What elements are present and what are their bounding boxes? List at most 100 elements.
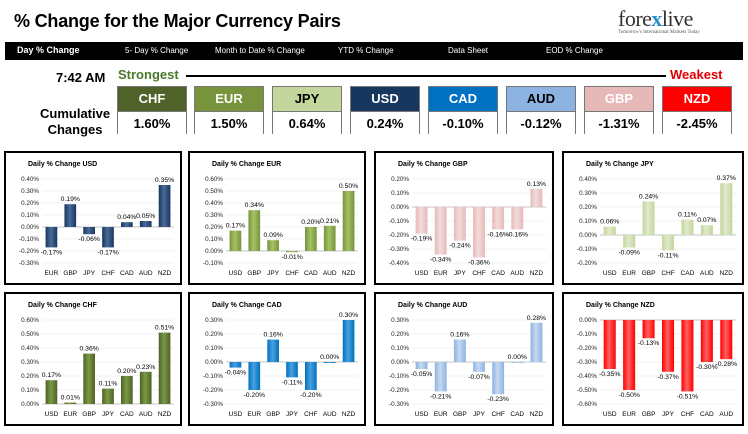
y-tick-label: 0.40% [205, 200, 223, 207]
currency-card-cad: CAD -0.10% [428, 86, 498, 134]
x-tick-label: USD [603, 411, 617, 418]
bar-nzd [530, 322, 543, 362]
data-label: 0.20% [117, 368, 136, 375]
chart-chf: Daily % Change CHF 0.60% 0.50% 0.40% 0.30% 0.… [4, 292, 182, 426]
y-tick-label: -0.10% [203, 373, 223, 380]
data-label: 0.30% [339, 312, 358, 319]
currency-card-usd: USD 0.24% [350, 86, 420, 134]
y-tick-label: -0.20% [577, 260, 597, 267]
y-tick-label: 0.40% [21, 176, 39, 183]
y-tick-label: -0.10% [19, 236, 39, 243]
chart-usd: Daily % Change USD 0.40% 0.30% 0.20% 0.10% 0.… [4, 151, 182, 285]
tab-ytd-change[interactable]: YTD % Change [338, 46, 394, 55]
y-tick-label: 0.20% [21, 200, 39, 207]
chart-plot: 0.40% 0.30% 0.20% 0.10% 0.00% -0.10% -0.20% 0.0… [577, 175, 736, 277]
x-tick-label: NZD [342, 270, 356, 277]
bar-usd [603, 226, 616, 235]
data-label: 0.17% [42, 372, 61, 379]
chart-plot: 0.20% 0.10% 0.00% -0.10% -0.20% -0.30% -0.40% -… [389, 176, 546, 277]
y-tick-label: 0.20% [21, 373, 39, 380]
currency-name: USD [351, 87, 419, 111]
data-label: 0.35% [155, 177, 174, 184]
x-tick-label: USD [229, 270, 243, 277]
chart-title: Daily % Change GBP [398, 161, 468, 168]
x-tick-label: CAD [120, 411, 134, 418]
bar-chf [492, 362, 505, 395]
forexlive-logo: forexlive Tomorrow's International Marke… [618, 6, 700, 35]
y-tick-label: 0.00% [21, 224, 39, 231]
data-label: 0.20% [301, 219, 320, 226]
y-tick-label: 0.20% [391, 331, 409, 338]
data-label: -0.11% [281, 379, 302, 386]
chart-nzd: Daily % Change NZD 0.00% -0.10% -0.20% -0.30… [562, 292, 744, 426]
bar-eur [434, 207, 447, 255]
page-title: % Change for the Major Currency Pairs [14, 11, 341, 31]
bar-chf [102, 227, 114, 248]
tab-day-change[interactable]: Day % Change [17, 45, 80, 55]
currency-card-nzd: NZD -2.45% [662, 86, 732, 134]
bar-gbp [267, 339, 279, 362]
data-label: -0.28% [716, 361, 738, 368]
bar-chf [661, 235, 675, 251]
tab-month-to-date-change[interactable]: Month to Date % Change [215, 46, 305, 55]
x-tick-label: CHF [681, 411, 694, 418]
data-label: 0.11% [678, 212, 697, 219]
y-tick-label: 0.10% [579, 218, 597, 225]
y-tick-label: -0.10% [577, 246, 597, 253]
data-label: -0.04% [225, 370, 247, 377]
x-tick-label: CAD [510, 411, 524, 418]
y-tick-label: -0.50% [577, 387, 597, 394]
y-tick-label: 0.30% [579, 190, 597, 197]
y-tick-label: 0.10% [21, 387, 39, 394]
y-tick-label: 0.20% [579, 204, 597, 211]
bar-aud [511, 207, 524, 230]
x-tick-label: GBP [82, 411, 96, 418]
data-label: -0.19% [411, 236, 433, 243]
x-tick-label: JPY [662, 411, 675, 418]
x-tick-label: CHF [101, 270, 114, 277]
currency-name: CHF [118, 87, 186, 111]
bar-usd [229, 362, 242, 368]
y-tick-label: -0.30% [19, 260, 39, 267]
chart-gbp: Daily % Change GBP 0.20% 0.10% 0.00% -0.10% -… [374, 151, 554, 285]
currency-name: GBP [585, 87, 653, 111]
data-label: -0.51% [677, 393, 699, 400]
data-label: 0.01% [61, 395, 80, 402]
x-tick-label: CAD [304, 270, 318, 277]
y-tick-label: 0.10% [21, 212, 39, 219]
tab-eod-change[interactable]: EOD % Change [546, 46, 603, 55]
y-tick-label: -0.60% [577, 401, 597, 408]
bar-gbp [642, 201, 655, 235]
bar-eur [45, 227, 58, 248]
tab-5-day-change[interactable]: 5- Day % Change [125, 46, 189, 55]
y-tick-label: 0.20% [391, 176, 409, 183]
chart-cad: Daily % Change CAD 0.30% 0.20% 0.10% 0.00% -0… [188, 292, 366, 426]
data-label: -0.20% [244, 392, 266, 399]
bar-chf [305, 362, 317, 390]
data-label: -0.01% [281, 254, 303, 261]
chart-jpy: Daily % Change JPY 0.40% 0.30% 0.20% 0.10% 0.… [562, 151, 744, 285]
bar-aud [720, 320, 733, 360]
chart-plot: 0.60% 0.50% 0.40% 0.30% 0.20% 0.10% 0.00% 0.17%… [21, 317, 174, 418]
x-tick-label: NZD [720, 270, 734, 277]
y-tick-label: 0.20% [205, 331, 223, 338]
x-tick-label: EUR [63, 411, 77, 418]
y-tick-label: 0.00% [391, 204, 409, 211]
data-label: -0.06% [78, 236, 100, 243]
bar-jpy [286, 362, 298, 378]
bar-gbp [64, 204, 77, 227]
bar-cad [305, 227, 317, 251]
x-tick-label: NZD [530, 270, 544, 277]
bar-eur [64, 402, 77, 404]
x-tick-label: NZD [342, 411, 356, 418]
y-tick-label: 0.60% [21, 317, 39, 324]
currency-name: AUD [507, 87, 575, 111]
x-tick-label: CAD [491, 270, 505, 277]
currency-value: 0.24% [351, 111, 419, 134]
tab-data-sheet[interactable]: Data Sheet [448, 46, 489, 55]
y-tick-label: 0.10% [205, 236, 223, 243]
bar-gbp [248, 210, 261, 251]
data-label: -0.16% [507, 231, 529, 238]
chart-plot: 0.30% 0.20% 0.10% 0.00% -0.10% -0.20% -0.30% -0… [389, 315, 546, 418]
x-tick-label: GBP [63, 270, 77, 277]
